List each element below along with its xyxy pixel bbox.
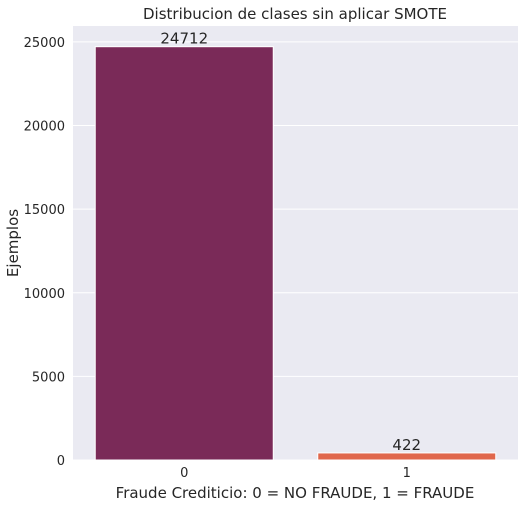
bar-1 — [317, 452, 497, 461]
y-tick-label: 5000 — [32, 370, 65, 385]
data-label-0: 24712 — [160, 30, 208, 48]
x-axis-label: Fraude Crediticio: 0 = NO FRAUDE, 1 = FR… — [116, 484, 475, 502]
bars — [94, 46, 497, 461]
y-tick-label: 10000 — [24, 287, 65, 302]
x-tick-label: 1 — [403, 466, 411, 481]
data-labels: 24712 422 — [160, 30, 421, 454]
y-axis-label: Ejemplos — [4, 209, 22, 277]
y-tick-label: 20000 — [24, 120, 65, 135]
y-tick-label: 25000 — [24, 36, 65, 51]
x-tick-label: 0 — [180, 466, 188, 481]
chart-title: Distribucion de clases sin aplicar SMOTE — [143, 5, 447, 23]
data-label-1: 422 — [392, 436, 421, 454]
bar-0 — [94, 46, 274, 461]
y-tick-label: 15000 — [24, 203, 65, 218]
y-axis-ticks: 0 5000 10000 15000 20000 25000 — [24, 36, 65, 469]
y-tick-label: 0 — [57, 454, 65, 469]
